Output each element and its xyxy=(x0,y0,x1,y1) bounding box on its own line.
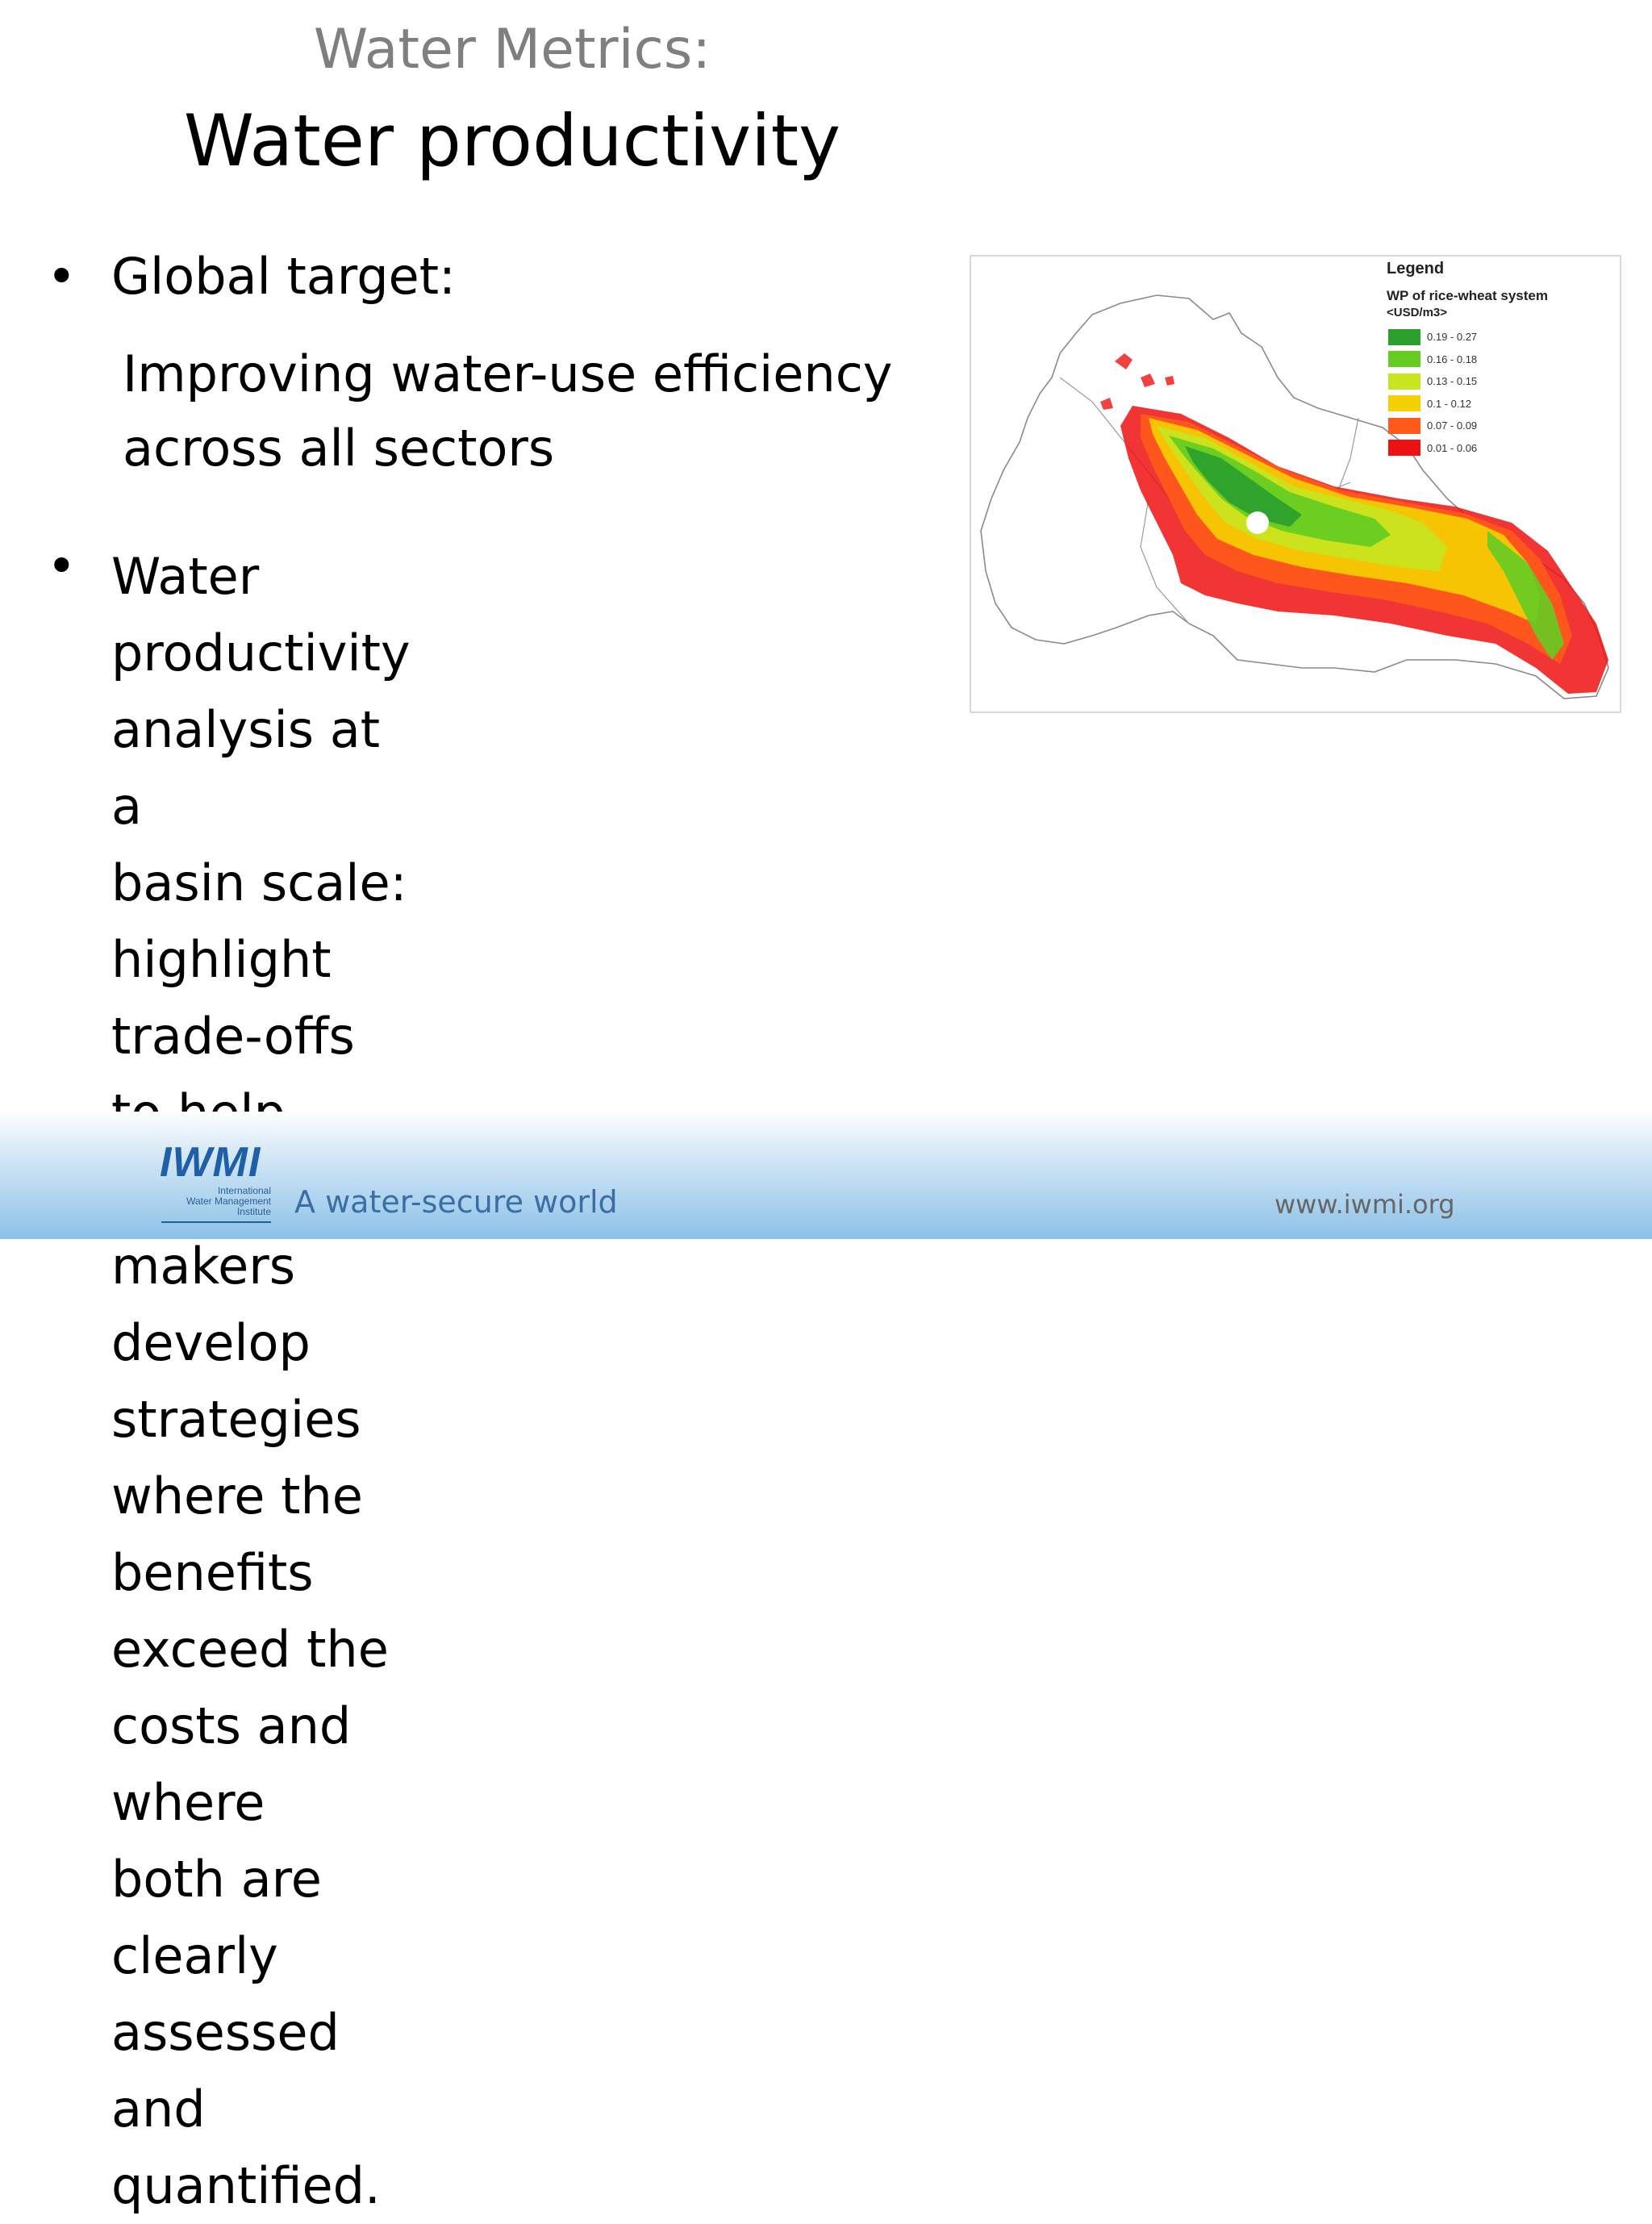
legend-label: 0.19 - 0.27 xyxy=(1427,331,1478,344)
map-legend: Legend WP of rice-wheat system <USD/m3> … xyxy=(1387,260,1612,459)
logo-rule xyxy=(161,1221,271,1223)
legend-item: 0.19 - 0.27 xyxy=(1387,326,1612,348)
legend-label: 0.07 - 0.09 xyxy=(1427,419,1478,432)
basin-outline xyxy=(980,294,1609,699)
slide-title: Water productivity xyxy=(183,99,841,182)
slide-supertitle: Water Metrics: xyxy=(313,18,711,81)
bullet-subtext: Improving water-use efficiency across al… xyxy=(123,344,893,478)
legend-label: 0.13 - 0.15 xyxy=(1427,375,1478,388)
legend-item: 0.01 - 0.06 xyxy=(1387,437,1612,460)
zone-green-east xyxy=(1487,531,1564,660)
footer-band: IWMI International Water Management Inst… xyxy=(0,1112,1652,1239)
zone-green-high xyxy=(1185,446,1302,527)
footer-tagline: A water-secure world xyxy=(294,1184,618,1220)
legend-swatch xyxy=(1388,417,1420,434)
legend-label: 0.1 - 0.12 xyxy=(1427,397,1471,410)
zone-north-fragments xyxy=(1100,353,1174,410)
legend-swatch xyxy=(1388,440,1420,457)
water-productivity-map: Legend WP of rice-wheat system <USD/m3> … xyxy=(970,255,1621,713)
legend-item: 0.13 - 0.15 xyxy=(1387,370,1612,393)
legend-swatch xyxy=(1388,395,1420,412)
basin-map-graphic xyxy=(980,294,1609,699)
slide: Water Metrics: Water productivity • Glob… xyxy=(0,18,1652,2215)
footer-website: www.iwmi.org xyxy=(1274,1189,1455,1220)
bullet-text: Water productivity analysis at a basin s… xyxy=(111,547,411,2215)
bullet-dot: • xyxy=(47,247,77,306)
legend-title: Legend xyxy=(1387,260,1445,277)
logo-institute-name: International Water Management Institute xyxy=(186,1185,271,1217)
logo-mark: IWMI xyxy=(160,1139,261,1186)
iwmi-logo: IWMI International Water Management Inst… xyxy=(160,1139,273,1223)
legend-swatch xyxy=(1388,373,1420,390)
legend-swatch xyxy=(1388,328,1420,345)
legend-label: 0.16 - 0.18 xyxy=(1427,353,1478,365)
legend-units: <USD/m3> xyxy=(1387,306,1448,319)
legend-item: 0.16 - 0.18 xyxy=(1387,348,1612,371)
legend-item: 0.1 - 0.12 xyxy=(1387,393,1612,415)
legend-item: 0.07 - 0.09 xyxy=(1387,415,1612,437)
legend-subtitle: WP of rice-wheat system xyxy=(1387,288,1548,303)
legend-label: 0.01 - 0.06 xyxy=(1427,441,1478,454)
map-hole xyxy=(1246,511,1269,534)
legend-swatch xyxy=(1388,351,1420,368)
bullet-text: Global target: xyxy=(111,247,456,306)
bullet-dot: • xyxy=(47,536,77,595)
